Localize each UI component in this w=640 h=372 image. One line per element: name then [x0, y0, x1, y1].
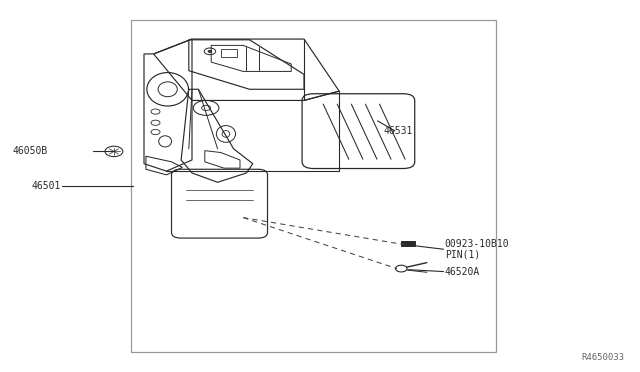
Circle shape [208, 50, 212, 52]
Text: 46531: 46531 [384, 126, 413, 136]
Text: R4650033: R4650033 [581, 353, 624, 362]
Text: 00923-10B10: 00923-10B10 [445, 239, 509, 248]
Text: 46520A: 46520A [445, 267, 480, 276]
Bar [131, 20, 496, 352]
Text: 46050B: 46050B [13, 146, 48, 155]
Text: PIN(1): PIN(1) [445, 250, 480, 260]
Polygon shape [401, 241, 415, 246]
Text: 46501: 46501 [31, 181, 61, 191]
